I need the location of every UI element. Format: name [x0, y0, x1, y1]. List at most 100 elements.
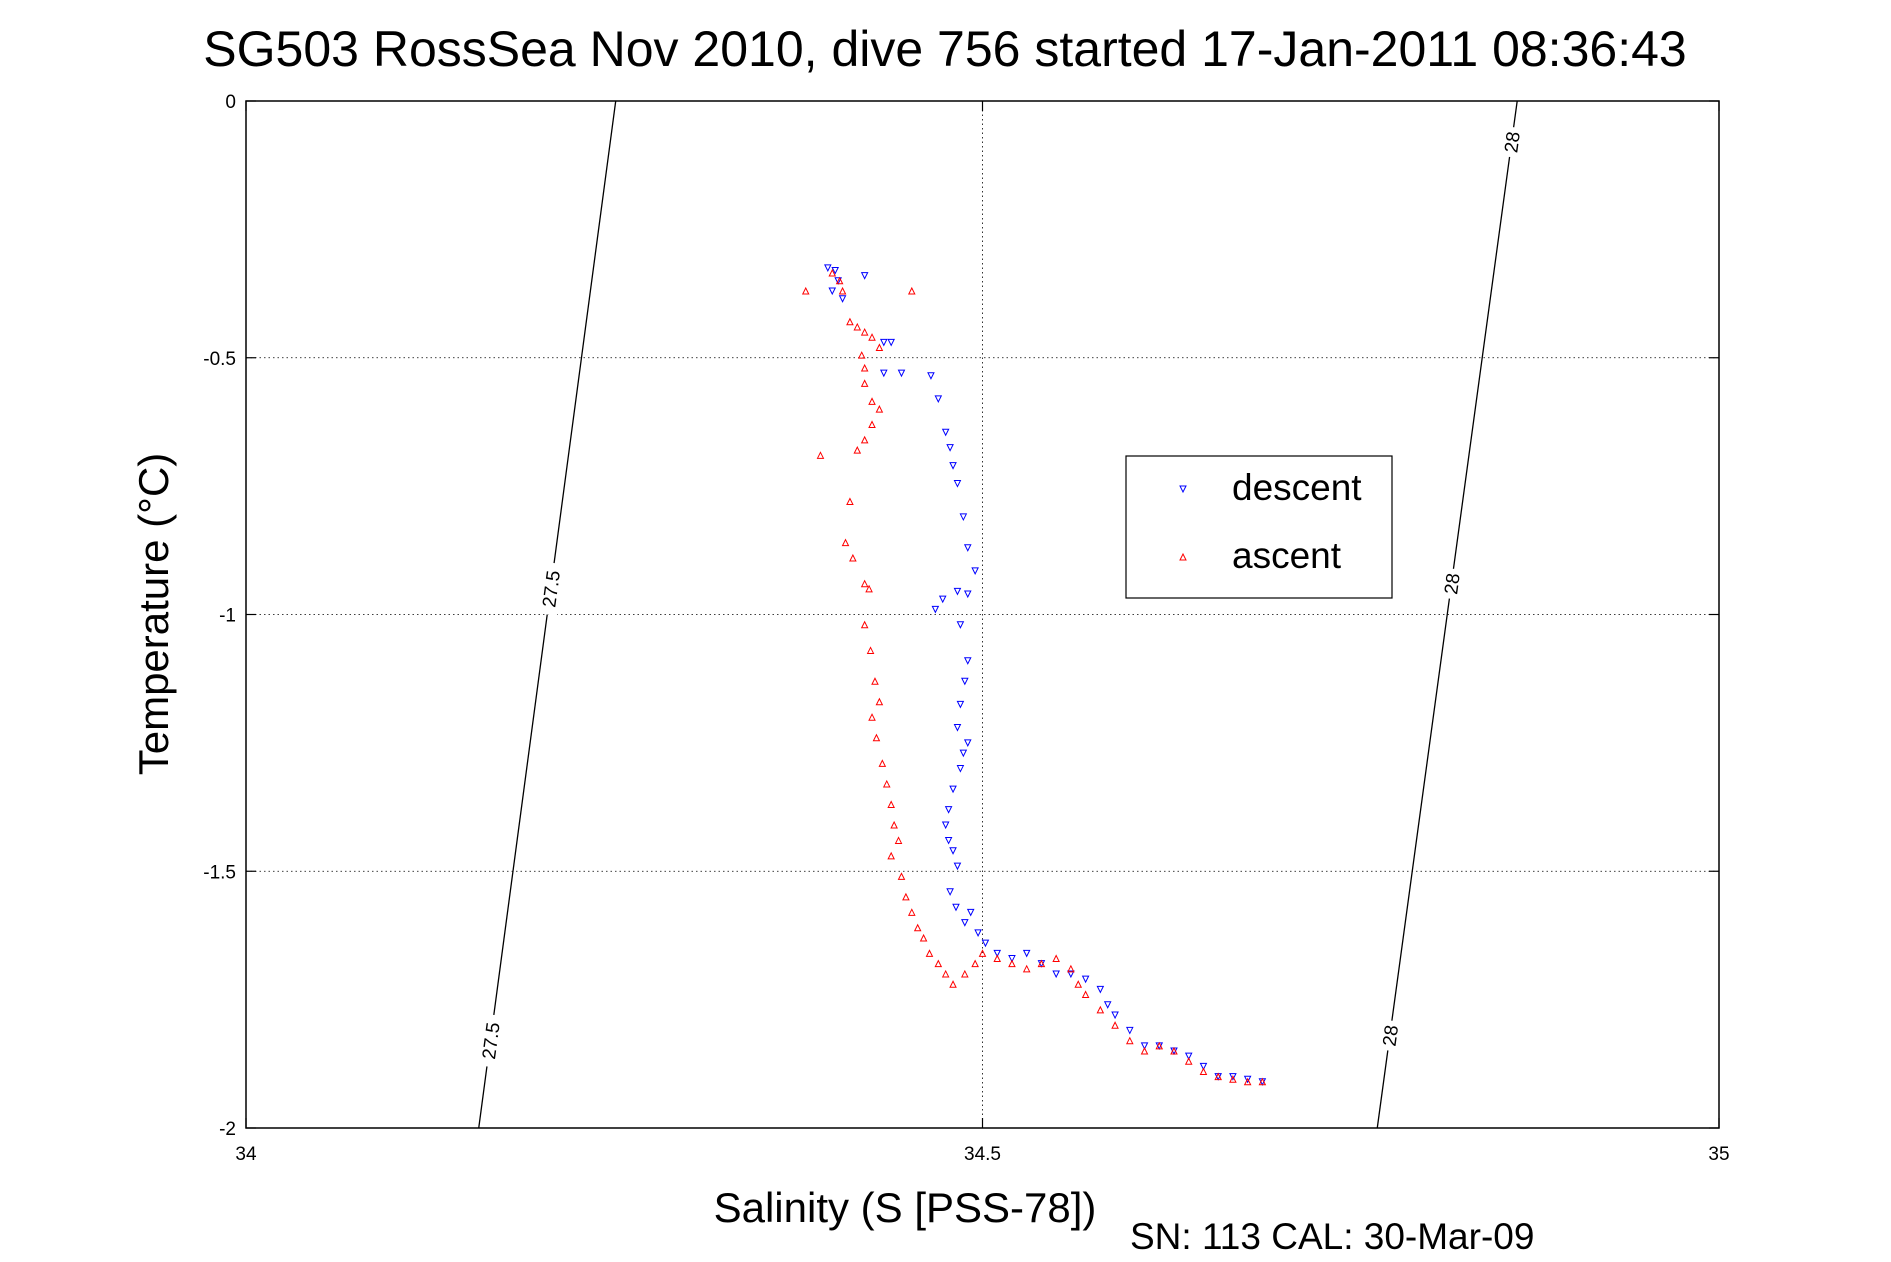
ascent-data-point — [1074, 980, 1083, 988]
ascent-data-point — [907, 286, 916, 295]
descent-data-point — [956, 621, 965, 629]
ascent-data-point — [1140, 1046, 1149, 1055]
descent-data-point — [1103, 1001, 1112, 1009]
ascent-data-point — [846, 497, 854, 506]
ascent-data-point — [902, 892, 910, 901]
ascent-data-point — [875, 697, 884, 706]
descent-data-point — [953, 723, 962, 732]
descent-data-point — [1008, 955, 1016, 963]
calibration-footer: SN: 113 CAL: 30-Mar-09 — [1130, 1216, 1534, 1257]
descent-data-point — [944, 806, 953, 814]
ascent-data-point — [835, 276, 844, 285]
ascent-data-point — [868, 397, 876, 405]
ascent-data-point — [1155, 1041, 1164, 1050]
legend-label-ascent: ascent — [1232, 535, 1342, 576]
descent-data-point — [834, 277, 842, 285]
descent-data-point — [1184, 1052, 1193, 1061]
legend-marker-descent — [1179, 485, 1187, 494]
x-tick-label: 34 — [235, 1144, 257, 1165]
descent-data-point — [944, 836, 953, 845]
ascent-data-point — [1125, 1036, 1134, 1045]
descent-data-point — [949, 785, 957, 794]
descent-data-point — [938, 595, 947, 604]
ascent-data-point — [941, 969, 950, 978]
descent-data-point — [941, 821, 950, 830]
isopycnal-label-bg — [1439, 567, 1464, 600]
descent-data-point — [1199, 1062, 1208, 1071]
descent-data-point — [974, 929, 982, 937]
ascent-data-point — [925, 949, 934, 957]
descent-data-point — [949, 462, 957, 470]
ascent-data-point — [838, 286, 847, 295]
legend-box — [1125, 455, 1393, 599]
descent-data-point — [1243, 1075, 1252, 1084]
ascent-data-point — [868, 333, 876, 341]
isopycnal-label: 28 — [1501, 130, 1525, 154]
descent-data-point — [981, 939, 990, 948]
ascent-data-point — [860, 579, 869, 588]
isopycnal-line — [1376, 100, 1518, 1129]
ascent-data-point — [1170, 1046, 1178, 1055]
y-tick-label: 0 — [225, 92, 236, 113]
descent-data-point — [961, 919, 969, 927]
ascent-data-point — [860, 435, 869, 444]
descent-data-point — [838, 295, 847, 303]
axis-ticks: 34 34.5 35 0 -0.5 -1 -1.5 -2 — [203, 92, 1729, 1165]
descent-data-point — [887, 338, 895, 347]
descent-data-point — [831, 266, 840, 275]
isopycnal-label: 28 — [1380, 1024, 1404, 1048]
legend: descent ascent — [1125, 455, 1393, 599]
data-points — [801, 264, 1267, 1086]
x-tick-label: 34.5 — [964, 1144, 1001, 1165]
ascent-data-point — [894, 836, 903, 844]
descent-data-point — [961, 677, 969, 686]
descent-data-point — [946, 888, 954, 896]
isopycnal-label-bg — [1499, 125, 1524, 159]
ascent-data-point — [1258, 1077, 1267, 1086]
descent-data-point — [946, 444, 954, 452]
ascent-data-point — [897, 872, 906, 880]
descent-data-point — [941, 428, 950, 437]
descent-data-point — [1111, 1011, 1119, 1020]
ascent-data-point — [1022, 964, 1031, 973]
ascent-data-point — [853, 322, 862, 331]
ascent-data-point — [1184, 1057, 1193, 1065]
descent-data-point — [952, 903, 960, 912]
y-tick-label: -1 — [219, 606, 236, 627]
descent-data-point — [1081, 975, 1090, 984]
descent-data-point — [1140, 1042, 1149, 1050]
ascent-data-point — [860, 379, 869, 387]
ascent-data-point — [866, 646, 875, 654]
descent-data-point — [931, 605, 940, 614]
legend-marker-ascent — [1179, 552, 1187, 561]
ascent-data-point — [1199, 1067, 1208, 1076]
ascent-data-point — [971, 959, 979, 968]
descent-data-point — [828, 287, 837, 296]
ascent-data-point — [816, 451, 825, 459]
isopycnal-label-bg — [477, 1013, 504, 1068]
ascent-data-point — [801, 286, 810, 295]
y-axis-label: Temperature (°C) — [130, 453, 177, 776]
ascent-data-point — [1243, 1077, 1252, 1086]
x-tick-label: 35 — [1708, 1144, 1729, 1165]
ascent-data-point — [1052, 954, 1060, 963]
chart-title: SG503 RossSea Nov 2010, dive 756 started… — [203, 21, 1686, 77]
ascent-data-point — [868, 713, 876, 721]
legend-label-descent: descent — [1232, 467, 1362, 508]
descent-data-point — [953, 862, 962, 871]
descent-data-point — [953, 587, 962, 596]
ascent-data-point — [1096, 1005, 1105, 1014]
ascent-data-point — [907, 908, 916, 916]
ascent-data-point — [878, 759, 887, 767]
ascent-data-point — [1081, 990, 1090, 998]
ascent-data-point — [841, 538, 850, 547]
descent-data-point — [934, 395, 943, 403]
descent-data-point — [1125, 1026, 1134, 1035]
ascent-data-point — [865, 584, 873, 593]
ascent-data-point — [1111, 1021, 1119, 1029]
isopycnal-labels: 27.5 27.5 28 28 28 — [477, 125, 1525, 1068]
y-tick-label: -1.5 — [203, 862, 236, 883]
descent-data-point — [1096, 985, 1105, 994]
ascent-data-point — [934, 959, 943, 968]
